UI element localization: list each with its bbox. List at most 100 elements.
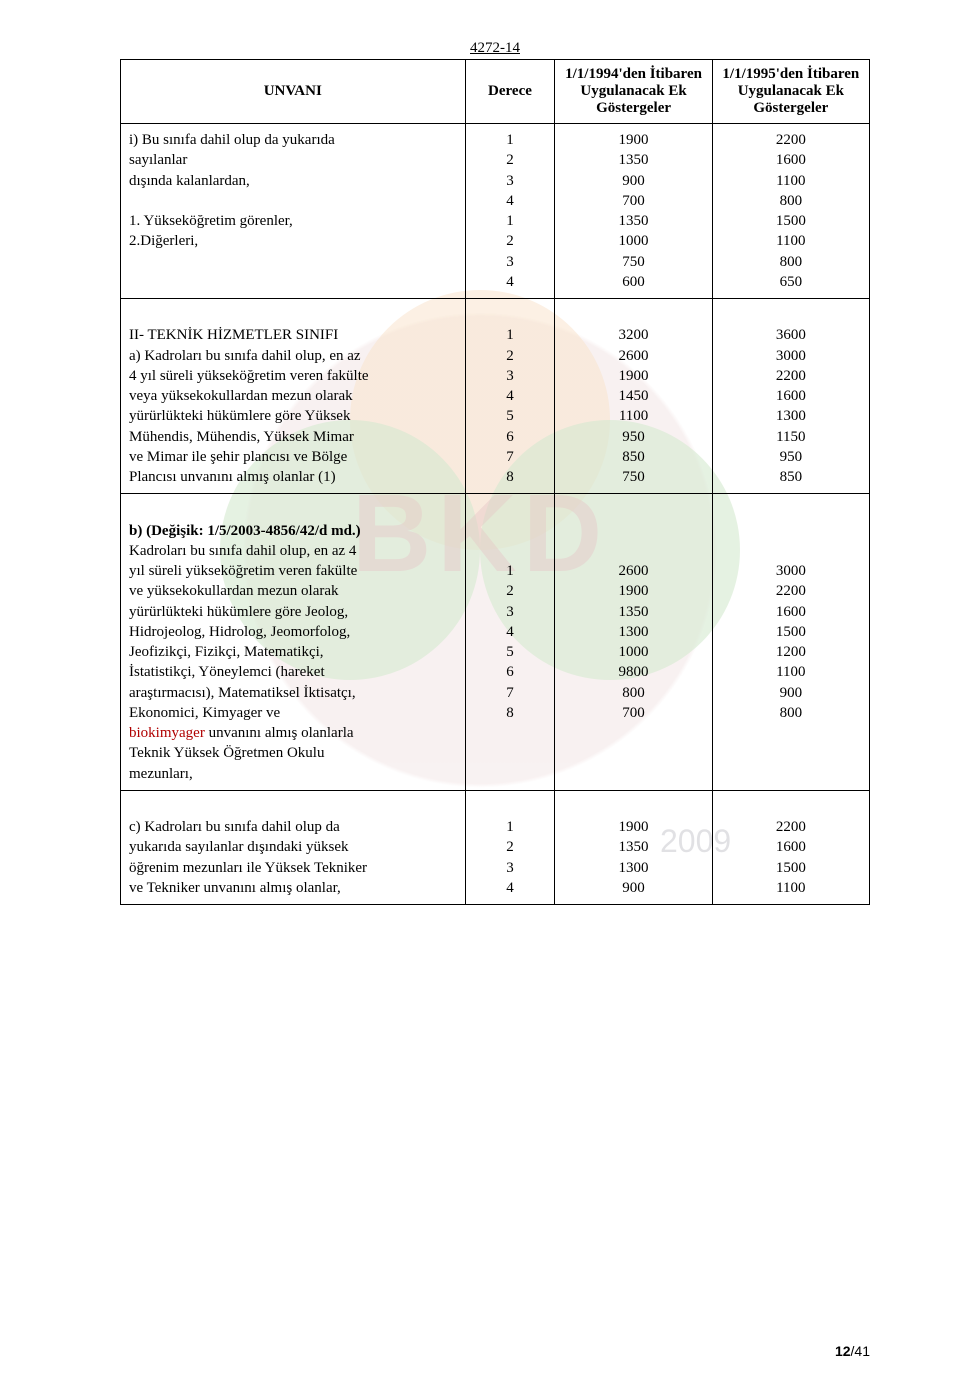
- value-1994: 2600: [563, 346, 703, 366]
- value-1995: 650: [721, 272, 861, 292]
- label-text: 2.Diğerleri,: [129, 231, 457, 251]
- highlight-text: biokimyager: [129, 725, 205, 741]
- derece-value: 1: [474, 561, 547, 581]
- page-footer: 12/41: [835, 1343, 870, 1359]
- derece-value: 4: [474, 622, 547, 642]
- value-1994: 700: [563, 191, 703, 211]
- value-1995: 1100: [721, 662, 861, 682]
- value-1995: 900: [721, 683, 861, 703]
- value-1995: 3000: [721, 561, 861, 581]
- value-1995: 2200: [721, 366, 861, 386]
- value-1994: 1100: [563, 406, 703, 426]
- value-1995: 1100: [721, 878, 861, 898]
- value-1995: 1500: [721, 622, 861, 642]
- derece-value: 1: [474, 817, 547, 837]
- derece-value: 7: [474, 683, 547, 703]
- value-1994: [563, 541, 703, 561]
- derece-value: 2: [474, 346, 547, 366]
- derece-value: 6: [474, 662, 547, 682]
- value-1995: 2200: [721, 817, 861, 837]
- label-text: 4 yıl süreli yükseköğretim veren fakülte: [129, 366, 457, 386]
- derece-value: 1: [474, 211, 547, 231]
- label-text: yıl süreli yükseköğretim veren fakülte: [129, 561, 457, 581]
- value-1994: 950: [563, 427, 703, 447]
- label-text: Hidrojeolog, Hidrolog, Jeomorfolog,: [129, 622, 457, 642]
- label-text: c) Kadroları bu sınıfa dahil olup da: [129, 817, 457, 837]
- table-row: II- TEKNİK HİZMETLER SINIFI a) Kadroları…: [121, 299, 870, 494]
- derece-value: 2: [474, 150, 547, 170]
- derece-value: 3: [474, 858, 547, 878]
- value-1995: 1600: [721, 602, 861, 622]
- derece-value: 2: [474, 837, 547, 857]
- label-text: araştırmacısı), Matematiksel İktisatçı,: [129, 683, 457, 703]
- label-text: i) Bu sınıfa dahil olup da yukarıda: [129, 130, 457, 150]
- derece-value: [474, 541, 547, 561]
- page-number: 12: [835, 1343, 851, 1359]
- value-1995: 1300: [721, 406, 861, 426]
- value-1994: 1000: [563, 642, 703, 662]
- value-1994: 1350: [563, 602, 703, 622]
- header-unvani: UNVANI: [121, 60, 466, 124]
- value-1995: 1500: [721, 211, 861, 231]
- table-row: i) Bu sınıfa dahil olup da yukarıda sayı…: [121, 124, 870, 299]
- value-1995: 800: [721, 252, 861, 272]
- header-1995: 1/1/1995'den İtibaren Uygulanacak Ek Gös…: [712, 60, 869, 124]
- derece-value: 4: [474, 272, 547, 292]
- doc-number: 4272-14: [120, 40, 870, 57]
- label-text: Teknik Yüksek Öğretmen Okulu: [129, 743, 457, 763]
- value-1994: 800: [563, 683, 703, 703]
- value-1994: 1900: [563, 581, 703, 601]
- label-text: ve yüksekokullardan mezun olarak: [129, 581, 457, 601]
- value-1995: 1500: [721, 858, 861, 878]
- label-text: yürürlükteki hükümlere göre Jeolog,: [129, 602, 457, 622]
- value-1994: 700: [563, 703, 703, 723]
- label-text: ve Tekniker unvanını almış olanlar,: [129, 878, 457, 898]
- value-1994: 1350: [563, 837, 703, 857]
- value-1994: 900: [563, 878, 703, 898]
- label-text: Plancısı unvanını almış olanlar (1): [129, 467, 457, 487]
- derece-value: 4: [474, 191, 547, 211]
- value-1995: 950: [721, 447, 861, 467]
- label-text: yürürlükteki hükümlere göre Yüksek: [129, 406, 457, 426]
- value-1994: 1900: [563, 366, 703, 386]
- derece-value: 2: [474, 231, 547, 251]
- value-1995: [721, 541, 861, 561]
- value-1994: 9800: [563, 662, 703, 682]
- page-total: /41: [851, 1343, 870, 1359]
- label-text: İstatistikçi, Yöneylemci (hareket: [129, 662, 457, 682]
- label-text: sayılanlar: [129, 150, 457, 170]
- value-1995: 2200: [721, 130, 861, 150]
- label-text: 1. Yükseköğretim görenler,: [129, 211, 457, 231]
- table-row: b) (Değişik: 1/5/2003-4856/42/d md.) Kad…: [121, 494, 870, 791]
- derece-value: 1: [474, 130, 547, 150]
- main-table: UNVANI Derece 1/1/1994'den İtibaren Uygu…: [120, 59, 870, 905]
- value-1995: 1600: [721, 150, 861, 170]
- derece-value: 7: [474, 447, 547, 467]
- label-text: II- TEKNİK HİZMETLER SINIFI: [129, 325, 457, 345]
- value-1995: 1600: [721, 837, 861, 857]
- derece-value: 6: [474, 427, 547, 447]
- label-text: öğrenim mezunları ile Yüksek Tekniker: [129, 858, 457, 878]
- value-1995: 1100: [721, 171, 861, 191]
- value-1994: 900: [563, 171, 703, 191]
- value-1994: 1300: [563, 858, 703, 878]
- value-1995: 800: [721, 191, 861, 211]
- table-row: c) Kadroları bu sınıfa dahil olup da yuk…: [121, 790, 870, 904]
- derece-value: 5: [474, 642, 547, 662]
- value-1995: 850: [721, 467, 861, 487]
- derece-value: 3: [474, 602, 547, 622]
- derece-value: 8: [474, 703, 547, 723]
- label-text: Jeofizikçi, Fizikçi, Matematikçi,: [129, 642, 457, 662]
- value-1995: 3600: [721, 325, 861, 345]
- derece-value: 8: [474, 467, 547, 487]
- table-header-row: UNVANI Derece 1/1/1994'den İtibaren Uygu…: [121, 60, 870, 124]
- label-text: unvanını almış olanlarla: [205, 725, 354, 741]
- value-1994: 1900: [563, 817, 703, 837]
- value-1994: 1300: [563, 622, 703, 642]
- value-1995: 800: [721, 703, 861, 723]
- derece-value: 1: [474, 325, 547, 345]
- label-text: ve Mimar ile şehir plancısı ve Bölge: [129, 447, 457, 467]
- derece-value: 4: [474, 878, 547, 898]
- value-1994: 1350: [563, 150, 703, 170]
- value-1994: 1000: [563, 231, 703, 251]
